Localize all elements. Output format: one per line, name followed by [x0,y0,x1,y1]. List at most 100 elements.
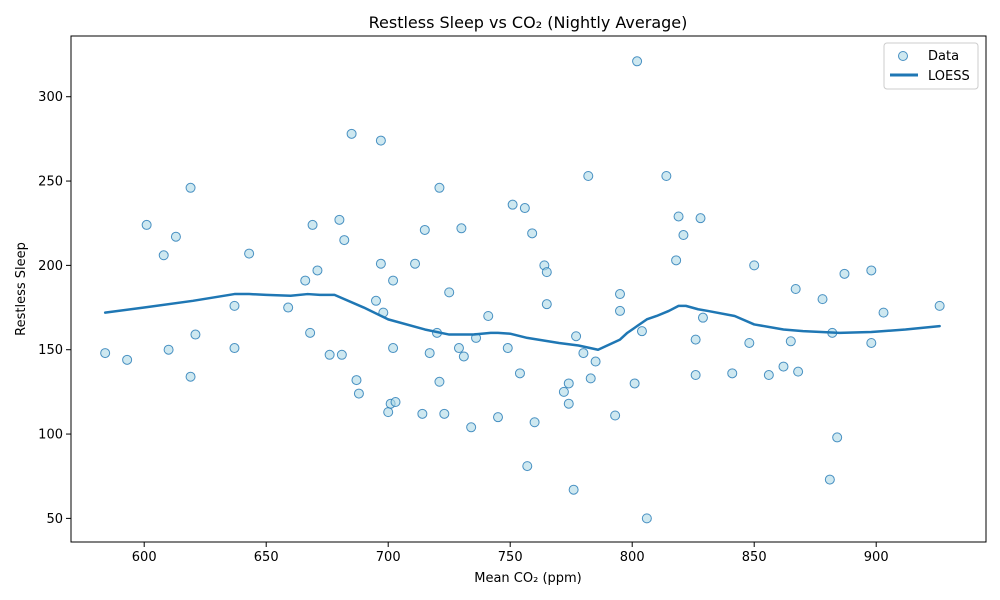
data-point [170,231,181,242]
data-point [434,182,445,193]
data-point [610,410,621,421]
y-tick-label: 150 [38,343,63,358]
data-point [749,260,760,271]
data-point [578,348,589,359]
data-point [300,275,311,286]
data-point [563,398,574,409]
data-point [832,432,843,443]
data-point [336,349,347,360]
data-point [661,170,672,181]
data-point [527,228,538,239]
data-point [519,203,530,214]
data-point [541,299,552,310]
data-point [793,366,804,377]
data-point [585,373,596,384]
data-point [671,255,682,266]
data-point [371,295,381,306]
legend-label-loess: LOESS [928,69,970,84]
data-point [778,361,789,372]
data-point [824,474,835,485]
y-tick-label: 100 [38,428,63,443]
data-point [324,349,335,360]
y-tick-label: 300 [38,90,63,105]
data-point [375,258,386,269]
axes-frame [70,35,987,543]
data-point [419,224,430,235]
data-point [558,386,569,397]
data-point [185,371,196,382]
data-point [283,302,294,313]
data-point [434,376,445,387]
data-point [632,56,643,67]
data-point [615,289,625,300]
data-point [514,368,525,379]
x-tick-label: 700 [376,550,401,565]
data-point [453,343,464,354]
data-point [353,388,364,399]
y-axis: 50 100 150 200 250 300 [38,90,71,527]
data-point [493,412,503,423]
data-point [122,354,133,365]
chart-title: Restless Sleep vs CO₂ (Nightly Average) [369,13,688,32]
data-point [934,300,945,311]
y-tick-label: 250 [38,175,63,190]
data-point [158,250,169,261]
x-tick-label: 800 [620,550,645,565]
data-point [185,182,196,193]
loess-series [103,292,941,351]
data-point [229,343,240,354]
data-point [339,235,350,246]
data-point [590,356,601,367]
data-point [790,284,801,294]
data-point [244,248,255,259]
data-point [690,334,701,345]
data-point [817,294,828,305]
data-point [351,375,362,386]
x-axis: 600 650 700 750 800 850 900 [132,542,889,565]
data-point [334,214,345,225]
x-tick-label: 600 [132,550,157,565]
data-point [866,337,877,348]
y-tick-label: 50 [46,512,63,527]
data-point [390,397,401,408]
x-axis-label: Mean CO₂ (ppm) [474,571,582,586]
data-point [636,326,647,337]
data-point [866,265,877,276]
data-point [466,422,477,433]
x-tick-label: 850 [742,550,767,565]
data-point [629,378,640,389]
y-axis-label: Restless Sleep [14,242,29,336]
data-point [141,219,152,230]
data-point [641,513,652,524]
data-point [690,370,701,381]
data-point [563,378,574,389]
data-point [307,219,318,230]
data-point [541,267,552,278]
legend: Data LOESS [883,42,979,90]
data-point [388,343,399,354]
plot-area: 600 650 700 750 800 850 900 50 100 150 200 250 300 [38,35,987,565]
data-point [417,408,428,419]
x-tick-label: 900 [864,550,889,565]
data-point [388,275,399,286]
data-point [522,461,533,472]
data-point [615,305,625,316]
data-point [410,258,421,269]
data-point [673,211,684,222]
legend-marker-data [898,51,908,61]
y-tick-label: 200 [38,259,63,274]
data-point [346,128,357,139]
data-point [456,223,467,234]
loess-line [103,292,941,351]
data-point [839,268,850,279]
x-tick-label: 750 [498,550,523,565]
data-point [583,170,594,181]
data-point [383,407,394,418]
data-point [312,265,323,276]
data-point [695,213,706,224]
data-point [763,370,774,381]
data-point [529,417,540,428]
data-point [190,329,201,340]
data-point [678,230,689,241]
